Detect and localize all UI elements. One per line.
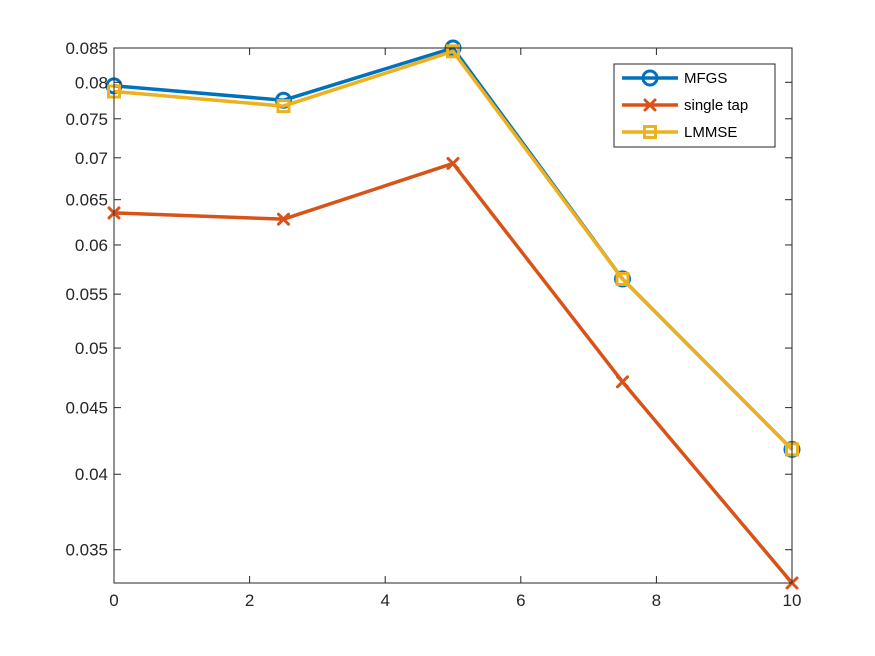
- x-axis: 0 2 4 6 8 10: [109, 48, 801, 610]
- y-tick-label: 0.065: [65, 191, 108, 210]
- y-tick-label: 0.07: [75, 149, 108, 168]
- legend: MFGS single tap LMMSE: [613, 63, 776, 148]
- legend-item-mfgs: MFGS: [622, 69, 727, 87]
- y-tick-label: 0.06: [75, 236, 108, 255]
- data-point-single-tap: [616, 375, 629, 389]
- legend-label: single tap: [684, 97, 748, 114]
- y-tick-label: 0.08: [75, 73, 108, 92]
- x-tick-label: 2: [245, 591, 254, 610]
- y-tick-label: 0.075: [65, 110, 108, 129]
- legend-label: LMMSE: [684, 124, 737, 141]
- plot-frame: [113, 47, 793, 584]
- y-axis: 0.035 0.04 0.045 0.05 0.055 0.06 0.065 0.07 0.07…: [65, 39, 792, 560]
- y-tick-label: 0.085: [65, 39, 108, 58]
- x-marker-stroke: [643, 98, 657, 112]
- data-point-lmmse: [615, 271, 630, 286]
- data-point-single-tap: [277, 212, 290, 226]
- x-tick-label: 8: [652, 591, 661, 610]
- data-point-lmmse: [446, 44, 460, 59]
- data-point-single-tap: [446, 156, 460, 170]
- x-tick-label: 4: [380, 591, 389, 610]
- x-marker-stroke: [616, 375, 629, 389]
- data-point-lmmse: [276, 99, 291, 114]
- x-tick-label: 10: [783, 591, 802, 610]
- y-tick-label: 0.055: [65, 285, 108, 304]
- legend-item-single-tap: single tap: [622, 97, 748, 114]
- x-tick-label: 0: [109, 591, 118, 610]
- legend-swatch-marker: [641, 69, 659, 87]
- legend-swatch-marker: [643, 98, 657, 112]
- y-tick-label: 0.035: [65, 541, 108, 560]
- x-marker-stroke: [277, 212, 290, 226]
- series-single-tap: [107, 156, 799, 590]
- legend-item-lmmse: LMMSE: [622, 124, 737, 141]
- y-tick-label: 0.04: [75, 465, 108, 484]
- legend-swatch-marker: [643, 125, 657, 139]
- x-marker-stroke: [446, 156, 460, 170]
- series-line-lmmse: [113, 49, 794, 451]
- legend-label: MFGS: [684, 70, 727, 87]
- y-tick-label: 0.045: [65, 399, 108, 418]
- y-tick-label: 0.05: [75, 339, 108, 358]
- x-tick-label: 6: [516, 591, 525, 610]
